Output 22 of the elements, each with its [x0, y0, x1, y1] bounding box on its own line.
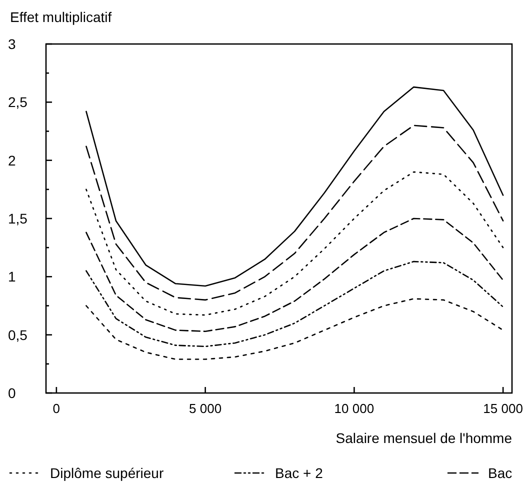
line-series	[86, 86, 504, 287]
line-series	[86, 218, 504, 332]
y-tick-label: 3	[8, 36, 16, 52]
x-tick-label: 10 000	[334, 401, 374, 416]
x-tick-label: 5 000	[189, 401, 222, 416]
y-tick-label: 0,5	[8, 326, 28, 343]
y-tick-label: 1,5	[8, 210, 28, 226]
legend-label: Bac	[488, 465, 512, 481]
legend-label: Bac + 2	[275, 465, 324, 481]
y-tick-label: 0	[8, 385, 16, 401]
line-series	[86, 260, 504, 348]
line-series	[86, 298, 504, 360]
x-axis-title: Salaire mensuel de l'homme	[336, 430, 512, 446]
y-tick-label: 2	[8, 152, 16, 168]
y-axis-title: Effet multiplicatif	[10, 9, 112, 25]
line-series	[86, 124, 504, 301]
line-series	[86, 171, 504, 316]
y-tick-label: 2,5	[8, 94, 28, 110]
x-tick-label: 0	[52, 401, 60, 416]
x-tick-label: 15 000	[483, 401, 523, 416]
legend-label: Diplôme supérieur	[50, 465, 164, 481]
y-tick-label: 1	[8, 268, 16, 285]
